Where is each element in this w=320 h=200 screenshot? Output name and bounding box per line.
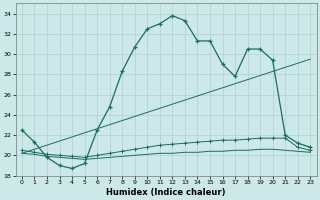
X-axis label: Humidex (Indice chaleur): Humidex (Indice chaleur) [106, 188, 226, 197]
